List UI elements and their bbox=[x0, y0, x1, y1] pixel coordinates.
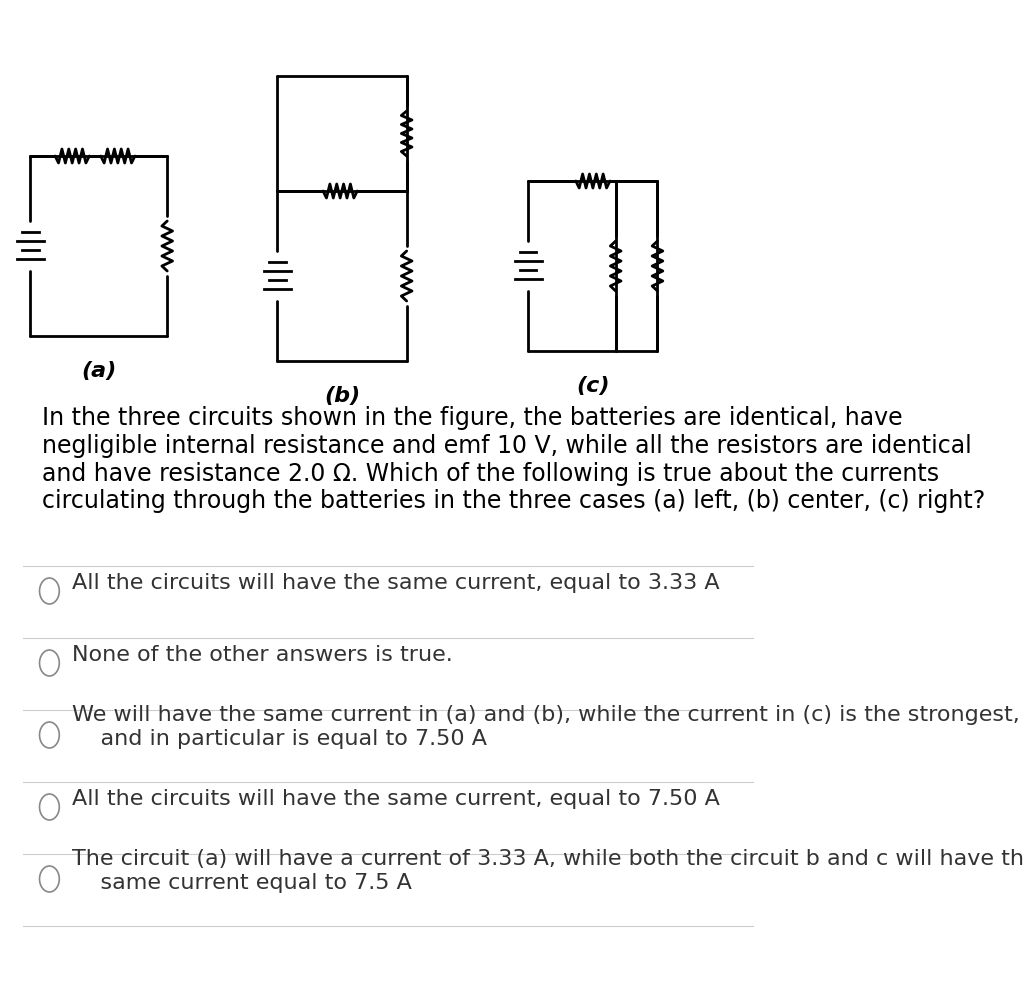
Text: The circuit (a) will have a current of 3.33 A, while both the circuit b and c wi: The circuit (a) will have a current of 3… bbox=[73, 850, 1024, 892]
Text: None of the other answers is true.: None of the other answers is true. bbox=[73, 645, 453, 665]
Text: We will have the same current in (a) and (b), while the current in (c) is the st: We will have the same current in (a) and… bbox=[73, 705, 1020, 749]
Text: (a): (a) bbox=[81, 361, 117, 381]
Text: (b): (b) bbox=[324, 386, 360, 406]
Text: All the circuits will have the same current, equal to 3.33 A: All the circuits will have the same curr… bbox=[73, 573, 720, 593]
Text: (c): (c) bbox=[577, 376, 609, 396]
Text: In the three circuits shown in the figure, the batteries are identical, have
neg: In the three circuits shown in the figur… bbox=[42, 406, 985, 513]
Text: All the circuits will have the same current, equal to 7.50 A: All the circuits will have the same curr… bbox=[73, 789, 720, 809]
